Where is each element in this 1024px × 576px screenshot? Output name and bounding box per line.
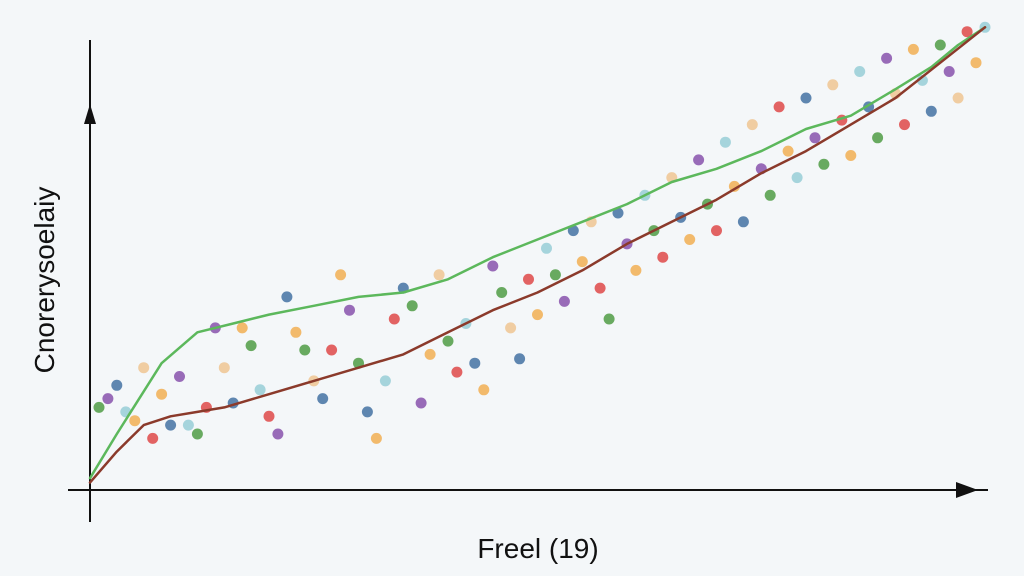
scatter-point — [469, 357, 481, 369]
scatter-point — [165, 419, 177, 431]
y-axis-arrow — [84, 104, 96, 124]
scatter-point — [102, 393, 114, 405]
x-axis-arrow — [956, 482, 978, 498]
scatter-point — [326, 344, 338, 356]
scatter-point — [379, 375, 391, 387]
scatter-point — [236, 322, 248, 334]
scatter-point — [746, 119, 758, 131]
green-trend-line — [88, 26, 987, 480]
scatter-point — [773, 101, 785, 113]
scatter-point — [952, 92, 964, 104]
scatter-point — [335, 269, 347, 281]
scatter-point — [424, 348, 436, 360]
scatter-point — [737, 216, 749, 228]
x-axis-label: Freel (19) — [477, 533, 598, 564]
scatter-point — [719, 136, 731, 148]
scatter-point — [827, 79, 839, 91]
scatter-point — [854, 66, 866, 77]
brown-trend-line — [88, 26, 987, 484]
scatter-point — [630, 264, 642, 276]
scatter-point — [934, 39, 946, 51]
y-axis-label: Cnorerysoelaiy — [29, 187, 60, 374]
scatter-point — [872, 132, 884, 144]
points-layer — [93, 21, 991, 444]
scatter-point — [567, 225, 579, 237]
scatter-point — [764, 189, 776, 201]
scatter-point — [442, 335, 454, 347]
scatter-point — [684, 234, 696, 245]
scatter-point — [603, 313, 615, 325]
scatter-point — [263, 410, 275, 422]
scatter-point — [254, 384, 266, 396]
scatter-point — [594, 282, 606, 294]
scatter-point — [218, 362, 230, 374]
scatter-point — [711, 225, 722, 237]
scatter-point — [576, 256, 588, 268]
scatter-point — [406, 300, 418, 312]
scatter-point — [523, 273, 534, 285]
scatter-point — [317, 393, 329, 405]
scatter-point — [505, 322, 517, 334]
scatter-point — [612, 207, 624, 219]
scatter-point — [487, 260, 499, 272]
scatter-point — [451, 366, 463, 378]
lines-layer — [88, 26, 987, 484]
scatter-point — [881, 52, 893, 64]
scatter-point — [809, 132, 821, 144]
scatter-point — [370, 432, 382, 444]
scatter-point — [800, 92, 812, 104]
scatter-point — [129, 415, 141, 427]
scatter-point — [496, 287, 508, 298]
scatter-point — [290, 326, 302, 338]
scatter-point — [899, 119, 910, 131]
scatter-point — [281, 291, 293, 303]
scatter-point — [299, 344, 311, 356]
scatter-point — [549, 269, 561, 281]
scatter-point — [93, 401, 105, 413]
scatter-point — [388, 313, 400, 325]
scatter-point — [791, 172, 803, 184]
scatter-point — [970, 57, 982, 69]
scatter-point — [361, 406, 373, 418]
scatter-point — [943, 66, 955, 77]
scatter-point — [156, 388, 168, 400]
scatter-point — [558, 295, 570, 307]
scatter-point — [818, 158, 830, 170]
scatter-point — [782, 145, 794, 157]
scatter-point — [245, 340, 257, 352]
scatter-point — [174, 371, 185, 382]
scatter-point — [191, 428, 203, 440]
scatter-point — [344, 304, 355, 316]
scatter-point — [111, 379, 123, 391]
scatter-point — [693, 154, 705, 166]
scatter-point — [138, 362, 150, 374]
scatter-point — [657, 251, 669, 263]
scatter-point — [272, 428, 284, 440]
scatter-point — [433, 269, 445, 281]
scatter-point — [728, 180, 740, 192]
scatter-point — [415, 397, 427, 409]
scatter-point — [478, 384, 490, 396]
scatter-point — [925, 105, 937, 117]
scatter-point — [532, 309, 543, 321]
scatter-point — [541, 242, 552, 254]
scatter-point — [147, 432, 159, 444]
scatter-point — [845, 150, 857, 161]
scatter-point — [907, 43, 919, 55]
scatter-point — [514, 353, 526, 365]
scatter-point — [961, 26, 973, 38]
scatter-point — [182, 419, 194, 431]
